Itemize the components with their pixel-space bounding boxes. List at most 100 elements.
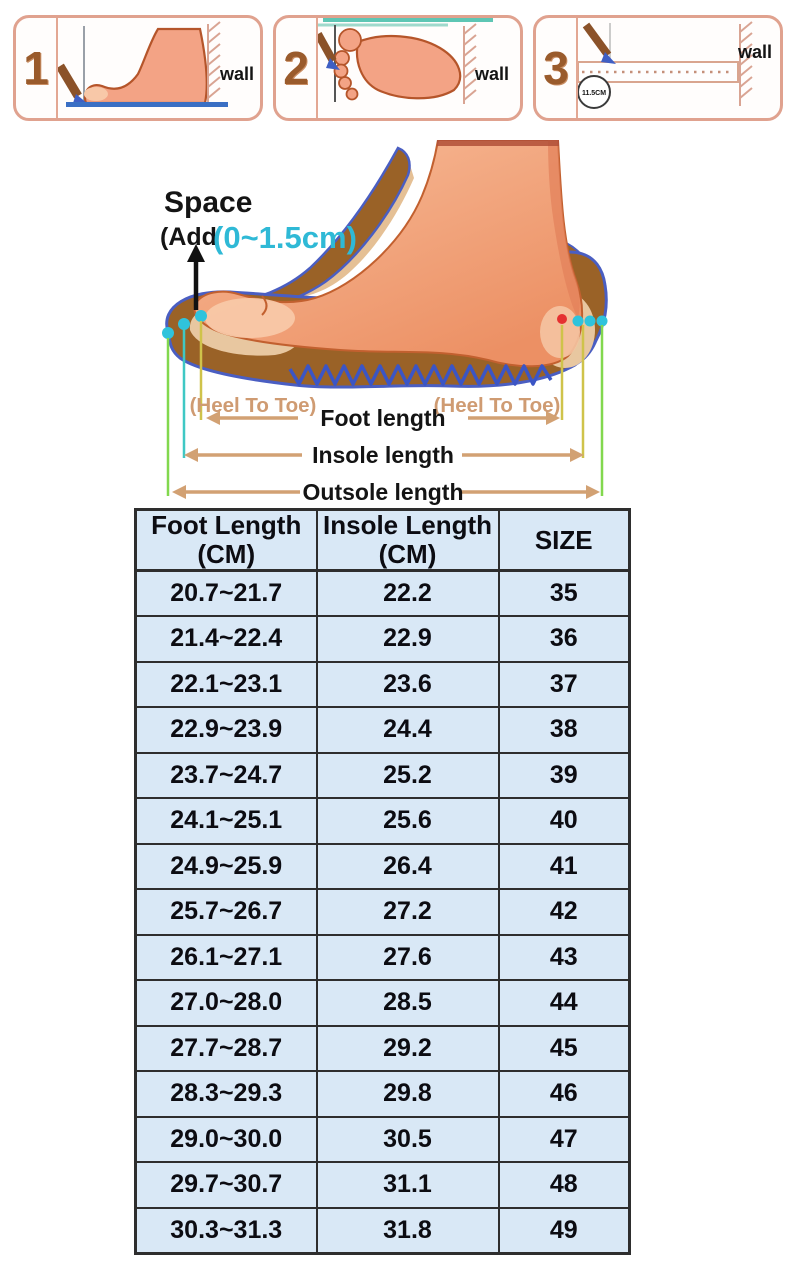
length-arrow-heads xyxy=(172,411,600,499)
measurement-circle xyxy=(578,75,611,109)
step-2-drawing: wall xyxy=(318,18,509,104)
table-row: 26.1~27.1 27.6 43 xyxy=(134,933,631,982)
leg-crop-edge xyxy=(437,140,559,146)
add-prefix-label: (Add xyxy=(160,223,217,251)
size-table: Foot Length (CM) Insole Length (CM) SIZE… xyxy=(134,508,631,1255)
measure-step-1-panel: 1 wall xyxy=(13,15,263,121)
table-cell-size: 39 xyxy=(497,751,631,800)
table-row: 21.4~22.4 22.9 36 xyxy=(134,615,631,663)
size-table-header: Foot Length (CM) Insole Length (CM) SIZE xyxy=(134,508,631,573)
heel-to-toe-left-label: (Heel To Toe) xyxy=(190,394,317,417)
table-cell-foot-length: 20.7~21.7 xyxy=(134,569,318,618)
ruler-strip xyxy=(578,61,739,83)
measure-step-3-panel: 3 11.5CM wall xyxy=(533,15,783,121)
table-cell-size: 48 xyxy=(497,1161,631,1209)
shoe-tan-band xyxy=(278,165,414,298)
table-cell-insole-length: 22.9 xyxy=(315,615,500,663)
table-cell-insole-length: 28.5 xyxy=(315,979,500,1027)
table-cell-insole-length: 30.5 xyxy=(315,1115,500,1164)
table-cell-foot-length: 28.3~29.3 xyxy=(134,1070,318,1118)
table-cell-foot-length: 27.7~28.7 xyxy=(134,1024,318,1073)
step-2-number: 2 xyxy=(276,18,318,118)
pencil-tip xyxy=(601,52,616,64)
table-cell-foot-length: 25.7~26.7 xyxy=(134,888,318,936)
measure-verticals xyxy=(166,321,604,496)
foot-top-view-illustration: wall xyxy=(318,18,520,118)
wall-label: wall xyxy=(474,64,509,84)
table-cell-size: 37 xyxy=(497,660,631,709)
table-cell-size: 35 xyxy=(497,569,631,618)
outsole-length-label: Outsole length xyxy=(303,479,464,505)
pencil-icon xyxy=(58,63,82,99)
table-cell-insole-length: 25.2 xyxy=(315,751,500,800)
table-cell-foot-length: 24.9~25.9 xyxy=(134,842,318,891)
foot-side-shape xyxy=(83,27,208,105)
heel-to-toe-right-label: (Heel To Toe) xyxy=(434,394,561,417)
table-cell-insole-length: 24.4 xyxy=(315,706,500,754)
measurement-value: 11.5CM xyxy=(582,90,606,97)
pencil-tip xyxy=(326,58,340,70)
table-cell-size: 49 xyxy=(497,1206,631,1255)
foot-diagram-illustration: Space (Add (0~1.5cm) (Heel To Toe) (Heel… xyxy=(160,140,608,505)
table-row: 24.9~25.9 26.4 41 xyxy=(134,842,631,891)
table-cell-insole-length: 27.6 xyxy=(315,933,500,982)
table-cell-insole-length: 27.2 xyxy=(315,888,500,936)
foot-side-view-illustration: wall xyxy=(58,18,260,118)
table-cell-size: 42 xyxy=(497,888,631,936)
space-label: Space xyxy=(164,186,252,219)
table-cell-insole-length: 22.2 xyxy=(315,569,500,618)
step-3-drawing: 11.5CM wall xyxy=(578,21,772,109)
table-row: 22.9~23.9 24.4 38 xyxy=(134,706,631,754)
step-1-drawing: wall xyxy=(58,21,254,107)
table-cell-insole-length: 29.2 xyxy=(315,1024,500,1073)
column-header-insole-length: Insole Length (CM) xyxy=(315,508,500,573)
toe-notch xyxy=(261,295,268,316)
table-cell-size: 38 xyxy=(497,706,631,754)
wall-hatch xyxy=(739,21,753,106)
toe-highlight xyxy=(84,87,108,101)
pencil-icon xyxy=(582,22,612,58)
foot-top-shape xyxy=(355,34,462,100)
heel-point-dot xyxy=(557,314,567,324)
column-unit: (CM) xyxy=(378,539,437,570)
measure-dots xyxy=(162,310,608,339)
wall-hatch xyxy=(207,21,221,102)
toes xyxy=(333,28,362,101)
table-cell-insole-length: 29.8 xyxy=(315,1070,500,1118)
table-cell-insole-length: 31.1 xyxy=(315,1161,500,1209)
table-cell-foot-length: 29.0~30.0 xyxy=(134,1115,318,1164)
table-cell-foot-length: 22.9~23.9 xyxy=(134,706,318,754)
table-cell-insole-length: 26.4 xyxy=(315,842,500,891)
insole-length-label: Insole length xyxy=(312,442,454,468)
table-cell-size: 45 xyxy=(497,1024,631,1073)
column-title: Foot Length xyxy=(151,510,302,540)
table-cell-size: 36 xyxy=(497,615,631,663)
measure-step-2-panel: 2 xyxy=(273,15,523,121)
table-cell-foot-length: 30.3~31.3 xyxy=(134,1206,318,1255)
foot-length-label: Foot length xyxy=(320,405,445,431)
table-row: 24.1~25.1 25.6 40 xyxy=(134,797,631,845)
add-range-label: (0~1.5cm) xyxy=(213,220,357,255)
table-row: 22.1~23.1 23.6 37 xyxy=(134,660,631,709)
table-row: 23.7~24.7 25.2 39 xyxy=(134,751,631,800)
table-row: 28.3~29.3 29.8 46 xyxy=(134,1070,631,1118)
table-cell-foot-length: 26.1~27.1 xyxy=(134,933,318,982)
table-cell-foot-length: 23.7~24.7 xyxy=(134,751,318,800)
big-toe-highlight xyxy=(205,298,295,338)
pencil-icon xyxy=(318,32,337,63)
wall-hatch xyxy=(463,23,477,104)
table-cell-size: 47 xyxy=(497,1115,631,1164)
column-header-size: SIZE xyxy=(497,508,631,573)
table-row: 27.0~28.0 28.5 44 xyxy=(134,979,631,1027)
length-arrows xyxy=(180,416,592,494)
column-unit: (CM) xyxy=(197,539,256,570)
table-cell-size: 44 xyxy=(497,979,631,1027)
table-row: 20.7~21.7 22.2 35 xyxy=(134,569,631,618)
tread-zigzag xyxy=(288,364,553,386)
table-cell-size: 41 xyxy=(497,842,631,891)
size-table-body: 20.7~21.7 22.2 35 21.4~22.4 22.9 36 22.1~23.1 2… xyxy=(134,569,631,1255)
step-1-number: 1 xyxy=(16,18,58,118)
table-row: 30.3~31.3 31.8 49 xyxy=(134,1206,631,1255)
table-cell-size: 43 xyxy=(497,933,631,982)
table-row: 29.7~30.7 31.1 48 xyxy=(134,1161,631,1209)
